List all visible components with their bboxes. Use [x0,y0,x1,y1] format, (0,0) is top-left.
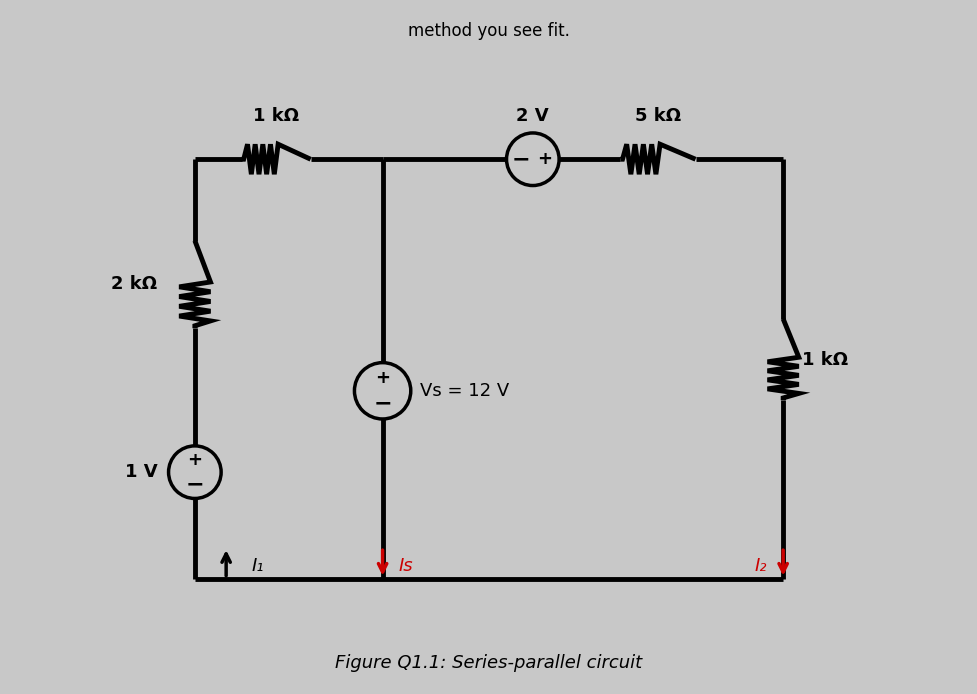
Text: 1 V: 1 V [124,463,157,481]
Text: I₁: I₁ [251,557,264,575]
Text: 2 kΩ: 2 kΩ [111,276,157,294]
Text: −: − [511,149,530,169]
Text: 2 V: 2 V [516,107,548,125]
Text: Vs = 12 V: Vs = 12 V [420,382,509,400]
Text: method you see fit.: method you see fit. [407,22,570,40]
Text: 1 kΩ: 1 kΩ [253,107,299,125]
Text: +: + [188,451,202,469]
Text: 5 kΩ: 5 kΩ [634,107,680,125]
Text: 1 kΩ: 1 kΩ [801,350,847,369]
Text: +: + [536,150,552,168]
Text: +: + [375,369,390,387]
Text: Is: Is [398,557,412,575]
Text: −: − [186,474,204,494]
Text: −: − [373,393,392,414]
Text: I₂: I₂ [754,557,767,575]
Text: Figure Q1.1: Series-parallel circuit: Figure Q1.1: Series-parallel circuit [335,654,642,672]
